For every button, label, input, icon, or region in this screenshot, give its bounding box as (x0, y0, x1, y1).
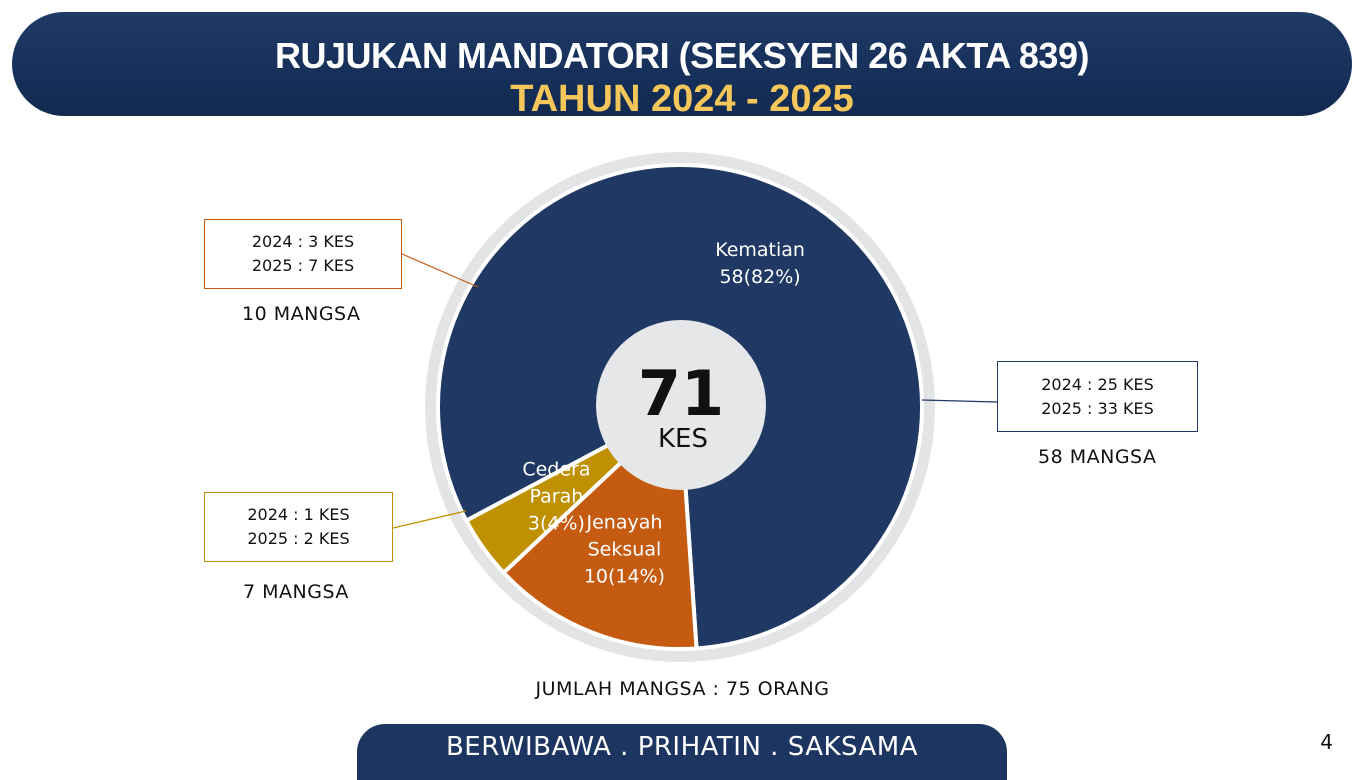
callout-box-kematian: 2024 : 25 KES 2025 : 33 KES (997, 361, 1198, 432)
leader-line-cedera (392, 510, 467, 529)
callout-cedera-2025: 2025 : 2 KES (247, 529, 350, 548)
title-banner: RUJUKAN MANDATORI (SEKSYEN 26 AKTA 839) … (12, 12, 1352, 120)
page-subtitle-year: TAHUN 2024 - 2025 (510, 78, 854, 120)
slice-label-cedera: Parah (530, 485, 584, 507)
slice-value-kematian: 58(82%) (719, 266, 800, 288)
footer-banner: BERWIBAWA . PRIHATIN . SAKSAMA (357, 724, 1007, 780)
slice-label-jenayah: Jenayah (585, 511, 662, 533)
footer-motto: BERWIBAWA . PRIHATIN . SAKSAMA (445, 732, 919, 762)
victims-jenayah: 10 MANGSA (242, 303, 361, 325)
slice-value-cedera: 3(4%) (528, 512, 585, 534)
callout-jenayah-2025: 2025 : 7 KES (251, 256, 355, 275)
slice-value-jenayah: 10(14%) (584, 565, 665, 587)
callout-kematian-2024: 2024 : 25 KES (1041, 374, 1154, 394)
callout-cedera-2024: 2024 : 1 KES (247, 505, 350, 524)
victims-cedera: 7 MANGSA (243, 581, 349, 603)
victims-kematian: 58 MANGSA (1038, 446, 1157, 468)
callout-box-jenayah: 2024 : 3 KES 2025 : 7 KES (204, 219, 402, 289)
page-title: RUJUKAN MANDATORI (SEKSYEN 26 AKTA 839) (275, 35, 1089, 76)
leader-line-kematian (921, 399, 998, 403)
slice-label-jenayah: Seksual (588, 538, 662, 560)
center-total: 71 (638, 357, 724, 430)
slice-label-kematian: Kematian (715, 239, 805, 261)
center-disc (596, 320, 766, 490)
callout-box-cedera: 2024 : 1 KES 2025 : 2 KES (204, 492, 393, 562)
center-unit: KES (658, 424, 708, 454)
slice-label-cedera: Cedera (522, 458, 590, 480)
slice-labels: Kematian 58(82%) Jenayah Seksual 10(14%) Cede… (522, 239, 805, 587)
callout-kematian-2025: 2025 : 33 KES (1041, 398, 1154, 418)
leader-line-jenayah (401, 253, 479, 288)
total-victims: JUMLAH MANGSA : 75 ORANG (535, 678, 830, 700)
page-number: 4 (1320, 730, 1333, 754)
callout-jenayah-2024: 2024 : 3 KES (251, 232, 355, 251)
